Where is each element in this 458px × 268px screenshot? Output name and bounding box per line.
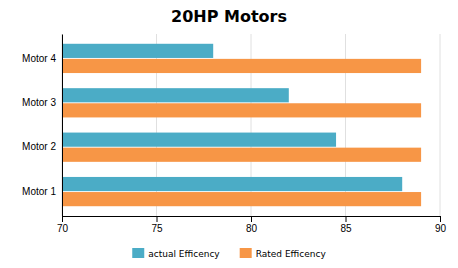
legend-label: Rated Efficency (256, 249, 327, 259)
x-tick: 90 (435, 216, 447, 234)
x-tick-mark (440, 216, 441, 222)
y-tick: Motor 3 (22, 97, 62, 108)
x-tick-label: 80 (246, 223, 258, 234)
y-tick-label: Motor 2 (22, 141, 56, 152)
bar (62, 59, 421, 73)
plot: 70 75 80 85 90 Motor 4 Motor 3 Motor 2 Motor 1 (0, 34, 446, 234)
bar (62, 44, 213, 58)
bar (62, 192, 421, 206)
chart: 20HP Motors7075808590Motor 4Motor 3Motor… (0, 0, 458, 268)
y-tick-label: Motor 3 (22, 97, 56, 108)
bar (62, 133, 336, 147)
grid-line (62, 34, 63, 216)
y-tick: Motor 1 (22, 186, 62, 197)
legend-label: actual Efficency (148, 249, 220, 259)
y-tick: Motor 4 (22, 53, 62, 64)
x-tick: 80 (246, 216, 258, 234)
x-tick-label: 85 (340, 223, 352, 234)
legend-item: actual Efficency (132, 248, 220, 259)
x-tick: 85 (340, 216, 352, 234)
x-axis-line (63, 217, 441, 223)
y-tick-label: Motor 4 (22, 53, 56, 64)
x-tick-label: 75 (151, 223, 163, 234)
grid-line (440, 34, 441, 216)
y-tick-label: Motor 1 (22, 186, 56, 197)
x-tick: 70 (57, 216, 69, 234)
x-tick-mark (157, 216, 158, 222)
y-tick: Motor 2 (22, 141, 62, 152)
bar (62, 177, 402, 191)
x-axis: 70 75 80 85 90 (57, 216, 447, 234)
legend-swatch (240, 248, 252, 258)
y-axis-line (62, 35, 63, 217)
bar (62, 103, 421, 117)
bar (62, 148, 421, 162)
bar (62, 88, 289, 102)
bars (62, 44, 421, 206)
x-tick-label: 90 (435, 223, 447, 234)
title: 20HP Motors (171, 7, 287, 26)
x-tick-label: 70 (57, 223, 69, 234)
legend-swatch (132, 248, 144, 258)
legend-item: Rated Efficency (240, 248, 327, 259)
legend: actual Efficency Rated Efficency (132, 248, 326, 259)
x-tick-mark (251, 216, 252, 222)
x-tick-mark (346, 216, 347, 222)
y-axis: Motor 4 Motor 3 Motor 2 Motor 1 (22, 35, 62, 217)
x-tick-mark (62, 216, 63, 222)
x-tick: 75 (151, 216, 163, 234)
